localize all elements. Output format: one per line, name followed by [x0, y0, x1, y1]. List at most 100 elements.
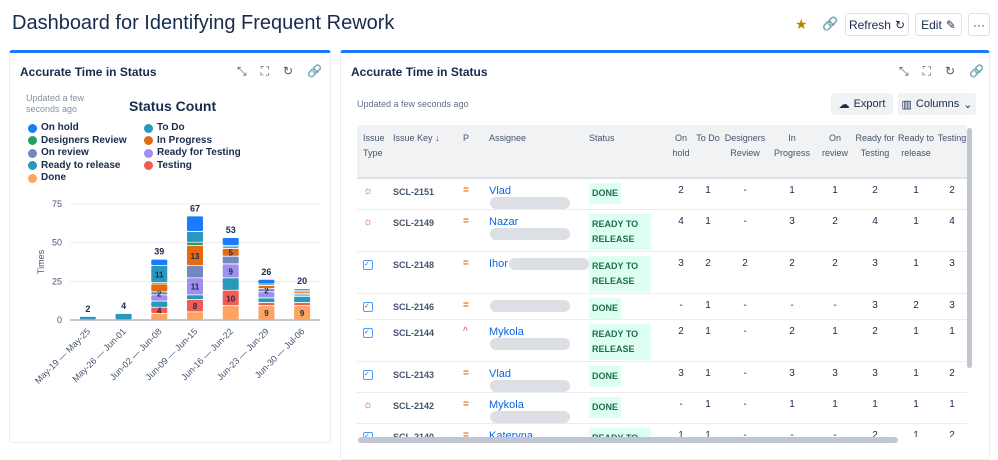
refresh-icon[interactable]: ↻	[945, 64, 956, 78]
issue-key[interactable]: SCL-2142	[393, 392, 463, 425]
legend-item[interactable]: In Progress	[144, 135, 264, 148]
bar-segment[interactable]	[187, 299, 203, 312]
bar-segment[interactable]	[151, 265, 168, 283]
issue-key[interactable]: SCL-2143	[393, 361, 463, 394]
bar-segment[interactable]	[258, 289, 275, 292]
bar-segment[interactable]	[187, 245, 203, 266]
bar-segment[interactable]	[294, 289, 311, 290]
bar-segment[interactable]	[222, 306, 239, 320]
bar-segment[interactable]	[222, 264, 239, 278]
link-icon[interactable]: 🔗	[969, 64, 985, 78]
more-button[interactable]: ···	[968, 13, 990, 36]
table-row[interactable]: ☼ SCL-2151 = Vlad DONE 2 1-1 1 2 1 2	[357, 178, 967, 211]
bar-segment[interactable]	[79, 316, 96, 320]
assignee-cell[interactable]: Nazar	[489, 209, 589, 253]
bar-segment[interactable]	[222, 245, 239, 247]
legend-item[interactable]: On hold	[28, 122, 144, 135]
fullscreen-icon[interactable]: ⛶	[260, 64, 270, 78]
column-header[interactable]: Designers Review	[721, 125, 769, 179]
assignee-name[interactable]: Mykola	[489, 326, 524, 339]
bar-segment[interactable]	[151, 284, 168, 292]
column-header[interactable]: In Progress	[769, 125, 815, 179]
legend-item[interactable]: Ready to release	[28, 160, 144, 173]
issue-key[interactable]: SCL-2148	[393, 251, 463, 295]
columns-button[interactable]: ▥ Columns ⌄	[898, 93, 976, 115]
issue-key[interactable]: SCL-2149	[393, 209, 463, 253]
bar-segment[interactable]	[258, 279, 275, 284]
bar-segment[interactable]	[294, 302, 311, 306]
bar-segment[interactable]	[294, 306, 311, 320]
legend-item[interactable]: Designers Review	[28, 135, 144, 148]
assignee-cell[interactable]: Vlad	[489, 178, 589, 211]
edit-button[interactable]: Edit ✎	[915, 13, 962, 36]
bar-segment[interactable]	[294, 292, 311, 293]
vertical-scrollbar[interactable]	[967, 128, 972, 368]
bar-segment[interactable]	[187, 278, 203, 295]
link-icon[interactable]: 🔗	[307, 64, 323, 78]
bar-segment[interactable]	[151, 282, 168, 284]
legend-item[interactable]: Done	[28, 172, 144, 185]
bar-segment[interactable]	[294, 296, 311, 303]
assignee-cell[interactable]: Mykola	[489, 392, 589, 425]
table-row[interactable]: ✓ SCL-2144 ^ Mykola READY TO RELEASE 2 1-2 1 2 1 1	[357, 319, 967, 363]
table-row[interactable]: ✓SCL-2140=KaterynaREADY TO RELEASE11---2…	[357, 423, 967, 437]
bar-segment[interactable]	[187, 242, 203, 245]
assignee-cell[interactable]	[489, 293, 589, 321]
legend-item[interactable]: To Do	[144, 122, 264, 135]
bar-segment[interactable]	[222, 238, 239, 245]
issue-key[interactable]: SCL-2140	[393, 423, 463, 437]
column-header[interactable]: Issue Type	[357, 125, 393, 179]
bar-segment[interactable]	[222, 290, 239, 306]
table-row[interactable]: ✓ SCL-2143 = Vlad DONE 3 1-3 3 3 1 2	[357, 361, 967, 394]
column-header[interactable]: On review	[815, 125, 855, 179]
bar-segment[interactable]	[151, 292, 168, 295]
bar-segment[interactable]	[187, 231, 203, 242]
legend-item[interactable]: On review	[28, 147, 144, 160]
horizontal-scrollbar[interactable]	[358, 437, 898, 443]
bar-segment[interactable]	[151, 295, 168, 301]
column-header[interactable]: On hold	[667, 125, 695, 179]
column-header[interactable]: Ready for Testing	[855, 125, 895, 179]
export-button[interactable]: ☁ Export	[831, 93, 893, 115]
bar-segment[interactable]	[258, 285, 275, 289]
assignee-cell[interactable]: Vlad	[489, 361, 589, 394]
bar-segment[interactable]	[222, 278, 239, 290]
assignee-name[interactable]: Kateryna	[489, 430, 534, 437]
bar-segment[interactable]	[258, 302, 275, 306]
table-row[interactable]: ✓ SCL-2148 = Ihor READY TO RELEASE 3 2 2 2 2 3 1 3	[357, 251, 967, 295]
column-header[interactable]: P	[463, 125, 489, 179]
bar-segment[interactable]	[258, 292, 275, 298]
issue-key[interactable]: SCL-2146	[393, 293, 463, 321]
assignee-cell[interactable]: Ihor	[489, 251, 589, 295]
column-header[interactable]: Issue Key ↓	[393, 125, 463, 179]
column-header[interactable]: Ready to release	[895, 125, 937, 179]
table-row[interactable]: ✓ SCL-2146 = DONE -1- - -3 2 3	[357, 293, 967, 321]
table-row[interactable]: ☼ SCL-2149 = Nazar READY TO RELEASE 4 1-3 2 4 1 4	[357, 209, 967, 253]
assignee-name[interactable]: Ihor	[489, 258, 508, 271]
bar-segment[interactable]	[258, 284, 275, 286]
bar-segment[interactable]	[294, 293, 311, 295]
bar-segment[interactable]	[151, 301, 168, 307]
bar-segment[interactable]	[151, 259, 168, 266]
bar-segment[interactable]	[294, 290, 311, 292]
assignee-name[interactable]: Mykola	[489, 399, 524, 412]
issue-key[interactable]: SCL-2151	[393, 178, 463, 211]
bar-segment[interactable]	[222, 247, 239, 249]
star-icon[interactable]: ★	[795, 16, 808, 32]
bar-segment[interactable]	[187, 265, 203, 278]
assignee-cell[interactable]: Mykola	[489, 319, 589, 363]
bar-segment[interactable]	[187, 312, 203, 320]
column-header[interactable]: Testing	[937, 125, 967, 179]
bar-segment[interactable]	[187, 216, 203, 232]
assignee-name[interactable]: Nazar	[489, 216, 519, 229]
assignee-cell[interactable]: Kateryna	[489, 423, 589, 437]
bar-segment[interactable]	[222, 248, 239, 256]
column-header[interactable]: To Do	[695, 125, 721, 179]
bar-segment[interactable]	[258, 306, 275, 320]
bar-segment[interactable]	[187, 295, 203, 300]
refresh-icon[interactable]: ↻	[283, 64, 294, 78]
issue-key[interactable]: SCL-2144	[393, 319, 463, 363]
bar-segment[interactable]	[222, 256, 239, 264]
minimize-icon[interactable]: ⤡	[237, 64, 247, 78]
bar-segment[interactable]	[151, 313, 168, 320]
